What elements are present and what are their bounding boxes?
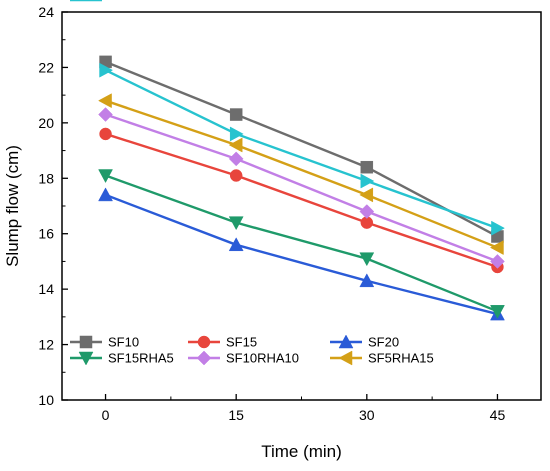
data-point-sf20 [359, 273, 375, 288]
data-point-sf5rha15 [228, 137, 243, 153]
axes: 10 12 14 16 18 20 22 24 0 15 30 45 [38, 4, 542, 423]
series-sf15rha5 [98, 169, 505, 319]
data-point-sf15 [229, 169, 243, 182]
y-tick-label: 14 [38, 281, 54, 297]
data-point-sf15 [99, 127, 112, 141]
legend-marker-sf10rha10 [196, 350, 212, 366]
legend-marker-sf10 [79, 335, 93, 349]
legend-item-sf5rha15: SF5RHA15 [330, 351, 434, 366]
data-point-rha20 [360, 173, 375, 189]
y-tick-label: 24 [38, 4, 54, 20]
data-point-sf5rha15 [489, 240, 504, 255]
y-tick-label: 18 [38, 170, 54, 186]
legend-item-sf15: SF15 [188, 335, 257, 350]
data-point-sf10rha10 [228, 151, 244, 167]
data-point-sf15rha5 [490, 305, 505, 319]
x-tick-label: 30 [359, 407, 375, 423]
legend-label-sf10rha10: SF10RHA10 [226, 351, 299, 366]
y-tick-label: 16 [38, 226, 54, 242]
legend-label-rha20: RHA20 [108, 0, 150, 3]
legend-label-sf10: SF10 [108, 335, 139, 350]
data-point-sf20 [228, 237, 244, 252]
legend-item-sf20: SF20 [330, 334, 399, 350]
legend-item-sf10: SF10 [70, 335, 139, 350]
legend-item-sf15rha5: SF15RHA5 [70, 351, 174, 366]
data-point-sf10 [360, 160, 374, 174]
legend-label-sf15rha5: SF15RHA5 [108, 351, 174, 366]
legend-item-sf10rha10: SF10RHA10 [188, 351, 299, 366]
series-rha20 [99, 62, 505, 236]
x-tick-label: 0 [102, 407, 110, 423]
data-point-rha20 [99, 62, 114, 78]
x-tick-label: 45 [490, 407, 506, 423]
data-point-sf10 [229, 108, 243, 121]
legend: SF10 SF15 SF20 SF15RHA5 SF10RHA10 SF5RHA15 RHA… [70, 0, 434, 366]
y-axis-title: Slump flow (cm) [3, 145, 22, 267]
series-sf15 [99, 127, 504, 274]
series-line-sf10 [105, 60, 499, 238]
data-point-sf10rha10 [98, 107, 113, 122]
data-point-sf15rha5 [228, 216, 244, 231]
data-point-rha20 [229, 126, 244, 142]
data-point-sf15rha5 [98, 169, 113, 184]
data-point-sf5rha15 [98, 93, 112, 109]
series-line-sf20 [105, 193, 498, 316]
series-line-sf10rha10 [105, 113, 498, 263]
data-point-sf10rha10 [490, 254, 505, 269]
series-line-sf15 [105, 132, 498, 269]
data-point-sf20 [98, 187, 113, 202]
series [98, 55, 505, 321]
y-tick-label: 12 [38, 337, 54, 353]
y-tick-label: 20 [38, 115, 54, 131]
data-point-sf5rha15 [359, 187, 374, 203]
series-sf5rha15 [98, 93, 504, 255]
y-tick-label: 22 [38, 59, 54, 75]
legend-marker-sf15 [197, 335, 211, 349]
data-point-rha20 [491, 220, 505, 236]
legend-label-sf5rha15: SF5RHA15 [368, 351, 434, 366]
x-axis-title: Time (min) [261, 442, 342, 461]
legend-marker-sf5rha15 [338, 350, 353, 366]
legend-label-sf20: SF20 [368, 335, 399, 350]
series-line-rha20 [105, 69, 498, 230]
legend-label-sf15: SF15 [226, 335, 257, 350]
legend-marker-sf15rha5 [78, 351, 94, 366]
legend-item-rha20: RHA20 [70, 0, 150, 3]
x-tick-label: 15 [228, 407, 244, 423]
data-point-sf10rha10 [359, 204, 375, 219]
ticks: 10 12 14 16 18 20 22 24 0 15 30 45 [38, 4, 505, 423]
series-sf10rha10 [98, 107, 505, 269]
data-point-sf15rha5 [359, 252, 375, 267]
y-tick-label: 10 [38, 392, 54, 408]
legend-marker-sf20 [338, 334, 354, 349]
series-line-sf15rha5 [105, 174, 498, 313]
series-sf10 [99, 55, 504, 243]
series-line-sf5rha15 [105, 99, 498, 249]
